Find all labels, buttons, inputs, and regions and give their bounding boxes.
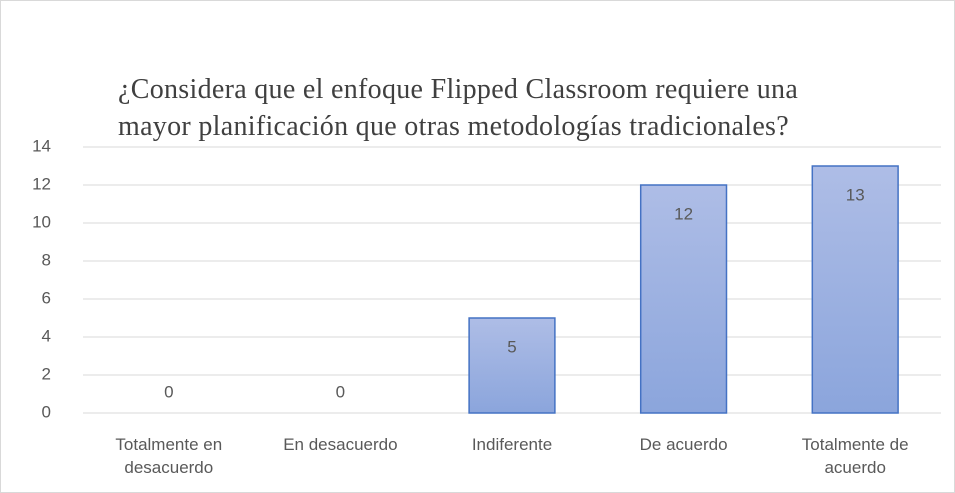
bar bbox=[811, 165, 899, 414]
y-tick-label: 0 bbox=[42, 402, 51, 421]
y-tick-label: 12 bbox=[32, 174, 51, 193]
y-tick-label: 14 bbox=[32, 136, 51, 155]
y-tick-label: 10 bbox=[32, 212, 51, 231]
x-tick-label: De acuerdo bbox=[639, 435, 728, 454]
data-label: 12 bbox=[674, 204, 693, 223]
data-label: 13 bbox=[846, 185, 865, 204]
data-label: 0 bbox=[164, 382, 173, 401]
bar bbox=[639, 184, 728, 414]
x-tick-label: En desacuerdo bbox=[283, 435, 398, 454]
x-tick-label: Totalmente en desacuerdo bbox=[115, 435, 223, 477]
y-tick-label: 2 bbox=[42, 364, 51, 383]
chart-title: ¿Considera que el enfoque Flipped Classr… bbox=[118, 74, 799, 142]
y-tick-label: 6 bbox=[42, 288, 51, 307]
data-label: 0 bbox=[336, 382, 345, 401]
y-tick-label: 4 bbox=[42, 326, 51, 345]
y-tick-label: 8 bbox=[42, 250, 51, 269]
bar bbox=[468, 317, 556, 414]
x-tick-label: Totalmente de acuerdo bbox=[801, 435, 909, 477]
data-label: 5 bbox=[507, 337, 516, 356]
x-tick-label: Indiferente bbox=[471, 435, 553, 454]
